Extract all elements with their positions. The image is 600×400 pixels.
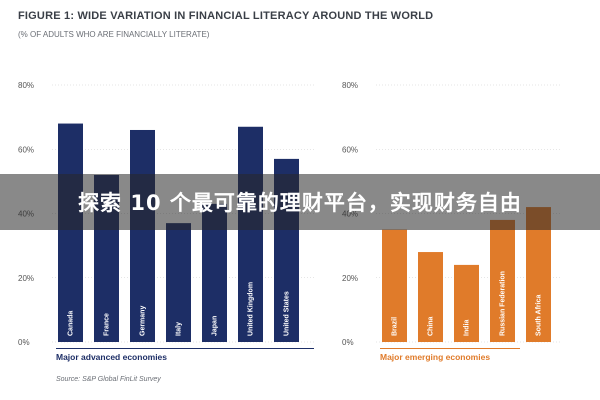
- emg-y-tick-label: 0%: [342, 338, 354, 347]
- adv-category-label: United States: [283, 291, 290, 336]
- adv-bar-italy: [166, 223, 191, 342]
- figure-title: FIGURE 1: WIDE VARIATION IN FINANCIAL LI…: [18, 10, 434, 22]
- adv-bar-united-kingdom: [238, 126, 263, 342]
- caption-advanced: Major advanced economies: [56, 348, 314, 362]
- figure-subtitle: (% OF ADULTS WHO ARE FINANCIALLY LITERAT…: [18, 30, 210, 39]
- emg-bar-china: [418, 252, 443, 342]
- emg-y-tick-label: 20%: [342, 274, 358, 283]
- adv-category-label: Canada: [67, 311, 74, 336]
- banner-text: 探索 10 个最可靠的理财平台，实现财务自由: [78, 191, 522, 215]
- overlay-banner: 探索 10 个最可靠的理财平台，实现财务自由: [0, 174, 600, 230]
- emg-y-tick-label: 80%: [342, 81, 358, 90]
- adv-y-tick-label: 60%: [18, 145, 34, 154]
- adv-category-label: France: [103, 313, 110, 336]
- emg-bar-brazil: [382, 229, 407, 342]
- caption-emerging: Major emerging economies: [380, 348, 520, 362]
- emg-category-label: China: [427, 316, 434, 336]
- adv-y-tick-label: 80%: [18, 81, 34, 90]
- adv-category-label: Italy: [175, 322, 182, 336]
- source-note: Source: S&P Global FinLit Survey: [56, 376, 161, 383]
- emg-category-label: Brazil: [391, 317, 398, 336]
- adv-bar-canada: [58, 123, 83, 342]
- emg-category-label: India: [463, 320, 470, 336]
- adv-bar-germany: [130, 129, 155, 342]
- adv-category-label: Japan: [211, 316, 218, 336]
- emg-bar-india: [454, 264, 479, 342]
- emg-category-label: South Africa: [535, 295, 542, 336]
- adv-y-tick-label: 0%: [18, 338, 30, 347]
- adv-category-label: United Kingdom: [247, 282, 254, 336]
- emg-bar-russian-federation: [490, 219, 515, 342]
- emg-category-label: Russian Federation: [499, 271, 506, 336]
- adv-category-label: Germany: [139, 306, 146, 336]
- adv-y-tick-label: 20%: [18, 274, 34, 283]
- emg-y-tick-label: 60%: [342, 145, 358, 154]
